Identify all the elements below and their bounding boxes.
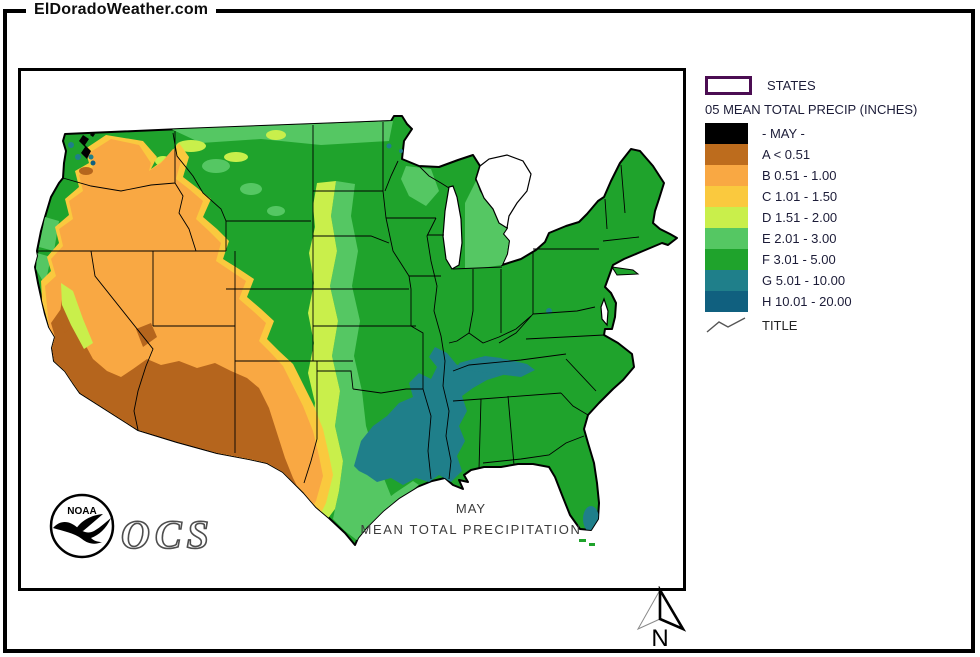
- us-precipitation-map: [34, 115, 678, 546]
- legend: STATES 05 MEAN TOTAL PRECIP (INCHES) - M…: [705, 74, 965, 336]
- legend-item-label: F 3.01 - 5.00: [762, 252, 836, 267]
- legend-swatch: [705, 249, 748, 270]
- legend-swatch: [705, 165, 748, 186]
- legend-item-label: B 0.51 - 1.00: [762, 168, 837, 183]
- legend-swatch: [705, 207, 748, 228]
- legend-items: - MAY - A < 0.51 B 0.51 - 1.00 C 1.01 - 1.5…: [705, 123, 965, 312]
- map-frame: MAY MEAN TOTAL PRECIPITATION NOAA OCS: [18, 68, 686, 591]
- lake-michigan: [442, 185, 463, 270]
- noaa-bird-icon: [53, 514, 111, 544]
- legend-swatch: [705, 228, 748, 249]
- legend-item: D 1.51 - 2.00: [705, 207, 965, 228]
- north-arrow-left-half: [636, 588, 661, 631]
- line-zigzag-icon: [706, 317, 746, 333]
- map-caption: MAY MEAN TOTAL PRECIPITATION: [346, 501, 596, 537]
- legend-title-row: TITLE: [705, 314, 965, 336]
- legend-item: B 0.51 - 1.00: [705, 165, 965, 186]
- chesapeake-bay: [600, 297, 609, 327]
- lake-huron: [475, 154, 532, 229]
- noaa-logo: NOAA: [49, 493, 115, 559]
- legend-item: C 1.01 - 1.50: [705, 186, 965, 207]
- legend-item: F 3.01 - 5.00: [705, 249, 965, 270]
- legend-swatch: [705, 270, 748, 291]
- north-arrow-label: N: [651, 625, 668, 652]
- legend-title-label: TITLE: [762, 317, 798, 333]
- legend-item: A < 0.51: [705, 144, 965, 165]
- precip-region-may-specks: [79, 132, 95, 159]
- legend-swatch: [705, 291, 748, 312]
- legend-swatch: [705, 123, 748, 144]
- legend-item-label: - MAY -: [762, 126, 805, 141]
- states-label: STATES: [767, 78, 816, 93]
- north-arrow: N: [636, 586, 687, 652]
- ocs-logo-text: OCS: [120, 511, 214, 558]
- legend-item: H 10.01 - 20.00: [705, 291, 965, 312]
- legend-states-row: STATES: [705, 74, 965, 97]
- legend-item-label: G 5.01 - 10.00: [762, 273, 846, 288]
- map-caption-title: MEAN TOTAL PRECIPITATION: [360, 522, 582, 537]
- legend-item-label: D 1.51 - 2.00: [762, 210, 838, 225]
- page-border-frame: [3, 9, 975, 653]
- legend-item-label: E 2.01 - 3.00: [762, 231, 837, 246]
- precip-sierra-strip: [61, 283, 93, 349]
- legend-item: - MAY -: [705, 123, 965, 144]
- legend-item-label: A < 0.51: [762, 147, 811, 162]
- legend-item: E 2.01 - 3.00: [705, 228, 965, 249]
- legend-item-label: C 1.01 - 1.50: [762, 189, 838, 204]
- legend-item: G 5.01 - 10.00: [705, 270, 965, 291]
- north-arrow-right-half: [658, 586, 687, 632]
- state-borders: [37, 122, 640, 484]
- legend-item-label: H 10.01 - 20.00: [762, 294, 852, 309]
- legend-swatch: [705, 144, 748, 165]
- legend-swatch: [705, 186, 748, 207]
- map-caption-month: MAY: [455, 501, 487, 516]
- states-swatch: [705, 76, 752, 95]
- great-lakes: [442, 154, 609, 327]
- legend-section-title: 05 MEAN TOTAL PRECIP (INCHES): [705, 102, 918, 117]
- coastal-islands: [579, 266, 640, 546]
- noaa-logo-text: NOAA: [67, 506, 96, 517]
- site-title: ElDoradoWeather.com: [26, 1, 217, 19]
